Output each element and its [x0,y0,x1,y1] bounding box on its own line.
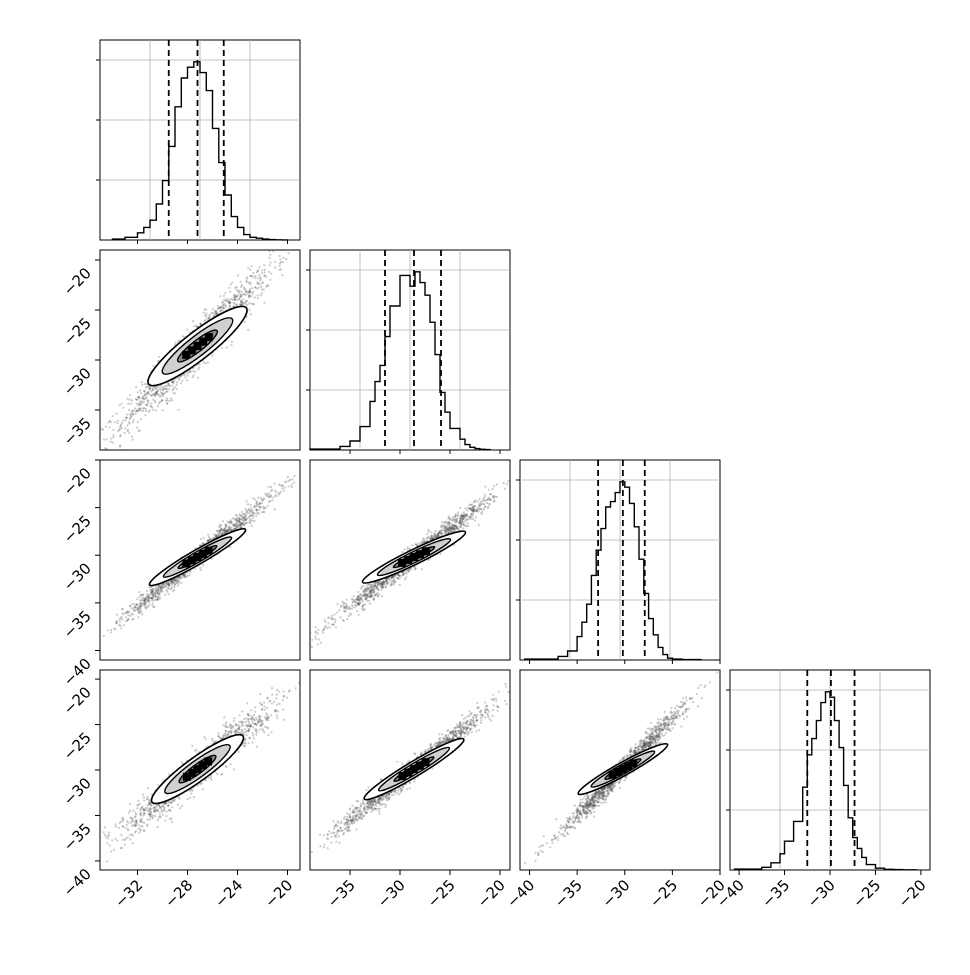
scatter-panel-3-2 [520,657,723,880]
scatter-panel-2-1 [272,455,543,676]
histogram-panel-1 [96,40,300,240]
histogram-panel-3 [516,460,720,660]
histogram-panel-4 [726,670,930,870]
scatter-panel-3-1 [285,664,544,872]
scatter-panel-3-0 [77,668,309,870]
scatter-panel-2-0 [77,434,333,660]
histogram-panel-2 [306,250,510,450]
